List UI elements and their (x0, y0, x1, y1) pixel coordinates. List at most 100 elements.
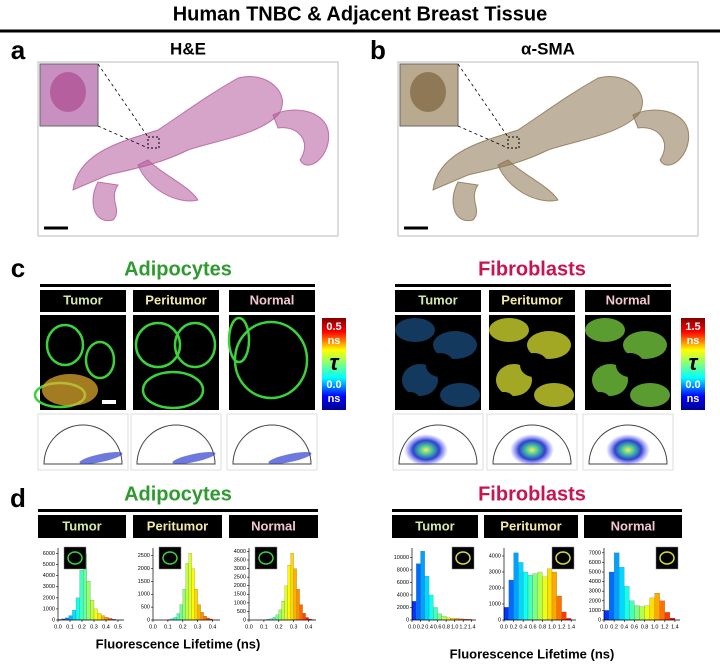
roi-box (507, 136, 520, 149)
thumbnail (451, 546, 475, 570)
histogram-bar (420, 551, 425, 621)
phasor-semicircle (43, 424, 123, 465)
column-label: Peritumor (145, 292, 206, 307)
y-tick-label: 0 (243, 617, 246, 623)
histogram-bar (296, 589, 300, 621)
thumbnail-detail (258, 551, 274, 565)
chart-header (584, 515, 682, 538)
colorbar-symbol: τ (330, 350, 340, 375)
histogram-bar (503, 607, 509, 621)
histogram-bar (547, 568, 553, 621)
y-tick-label: 500 (141, 605, 150, 611)
histogram-bar (197, 604, 201, 621)
histogram-bar (68, 615, 73, 621)
column-label: Tumor (418, 292, 457, 307)
chart-header (392, 515, 478, 538)
chart-title: Normal (611, 518, 656, 533)
x-tick-label: 0.3 (90, 624, 98, 630)
histogram-bar (97, 613, 102, 621)
phasor-cloud (268, 451, 312, 465)
fiber-signal (630, 383, 670, 407)
chart-header (229, 515, 318, 538)
histogram-bar (173, 617, 177, 621)
phasor-semicircle (398, 424, 478, 465)
chart-header (133, 515, 222, 538)
histogram-bar (428, 594, 434, 621)
thumbnail (551, 546, 575, 570)
x-tick-label: 1.2 (459, 624, 467, 630)
x-tick-label: 1.2 (558, 624, 566, 630)
tissue (632, 109, 690, 166)
histogram-bar (281, 601, 285, 621)
figure-title: Human TNBC & Adjacent Breast Tissue (173, 3, 548, 25)
histogram-bar (556, 595, 562, 621)
x-tick-label: 0.8 (641, 624, 649, 630)
colorbar (322, 318, 346, 410)
fiber-signal (534, 383, 574, 407)
group-rule (38, 509, 318, 512)
group-rule (392, 509, 682, 512)
y-tick-label: 4000 (234, 549, 246, 555)
fiber-signal (585, 318, 625, 342)
tissue (272, 109, 330, 166)
inset-detail (410, 72, 446, 112)
x-tick-label: 1.0 (651, 624, 659, 630)
histogram-bar (272, 617, 276, 621)
x-tick-label: 0.2 (78, 624, 86, 630)
void (494, 392, 514, 408)
chart-title: Peritumor (500, 518, 561, 533)
column-label: Normal (606, 292, 651, 307)
histogram-bar (200, 612, 204, 621)
y-tick-label: 3500 (234, 557, 246, 563)
thumbnail (63, 546, 87, 570)
phasor-semicircle (232, 424, 312, 465)
y-tick-label: 1000 (234, 600, 246, 606)
histogram-bar (75, 597, 80, 621)
y-tick-label: 4000 (489, 553, 501, 559)
x-tick-label: 0.6 (631, 624, 639, 630)
colorbar-unit: ns (328, 335, 341, 347)
fiber-signal (433, 331, 477, 359)
histogram-bar (537, 571, 543, 621)
histogram-bar (532, 573, 538, 621)
y-tick-label: 1000 (489, 601, 501, 607)
panel-title: H&E (170, 39, 206, 58)
colorbar-unit: ns (687, 393, 700, 405)
thumbnail (655, 546, 679, 570)
y-tick-label: 2000 (43, 595, 55, 601)
x-tick-label: 0.4 (425, 624, 433, 630)
histogram-bar (290, 553, 294, 621)
chart-title: Normal (251, 518, 296, 533)
histogram-bar (508, 579, 514, 621)
histogram-bar (93, 608, 98, 621)
roi-box (147, 136, 160, 149)
group-title: Adipocytes (124, 258, 232, 280)
column-header (40, 290, 126, 312)
histogram-bar (305, 617, 309, 621)
thumbnail (254, 546, 278, 570)
x-tick-label: 0.8 (442, 624, 450, 630)
histogram-bar (179, 604, 183, 621)
colorbar-symbol: τ (689, 350, 699, 375)
histogram-bar (86, 581, 91, 621)
histogram-bar (90, 599, 95, 621)
histogram-bar (416, 563, 421, 621)
histogram-bar (654, 593, 660, 621)
x-tick-label: 1.4 (567, 624, 575, 630)
phasor-cloud (79, 451, 123, 465)
phasor-semicircle (136, 424, 216, 465)
column-header (395, 290, 481, 312)
y-tick-label: 6000 (397, 580, 409, 586)
chart-header (484, 515, 578, 538)
cell-membrane (141, 370, 205, 410)
fiber-signal (527, 331, 571, 359)
fiber-signal (623, 331, 667, 359)
colorbar-unit: ns (687, 335, 700, 347)
histogram-bar (278, 609, 282, 621)
thumbnail-detail (455, 551, 471, 565)
histogram-bar (664, 612, 670, 621)
y-tick-label: 6000 (589, 560, 601, 566)
histogram-bar (72, 609, 77, 621)
